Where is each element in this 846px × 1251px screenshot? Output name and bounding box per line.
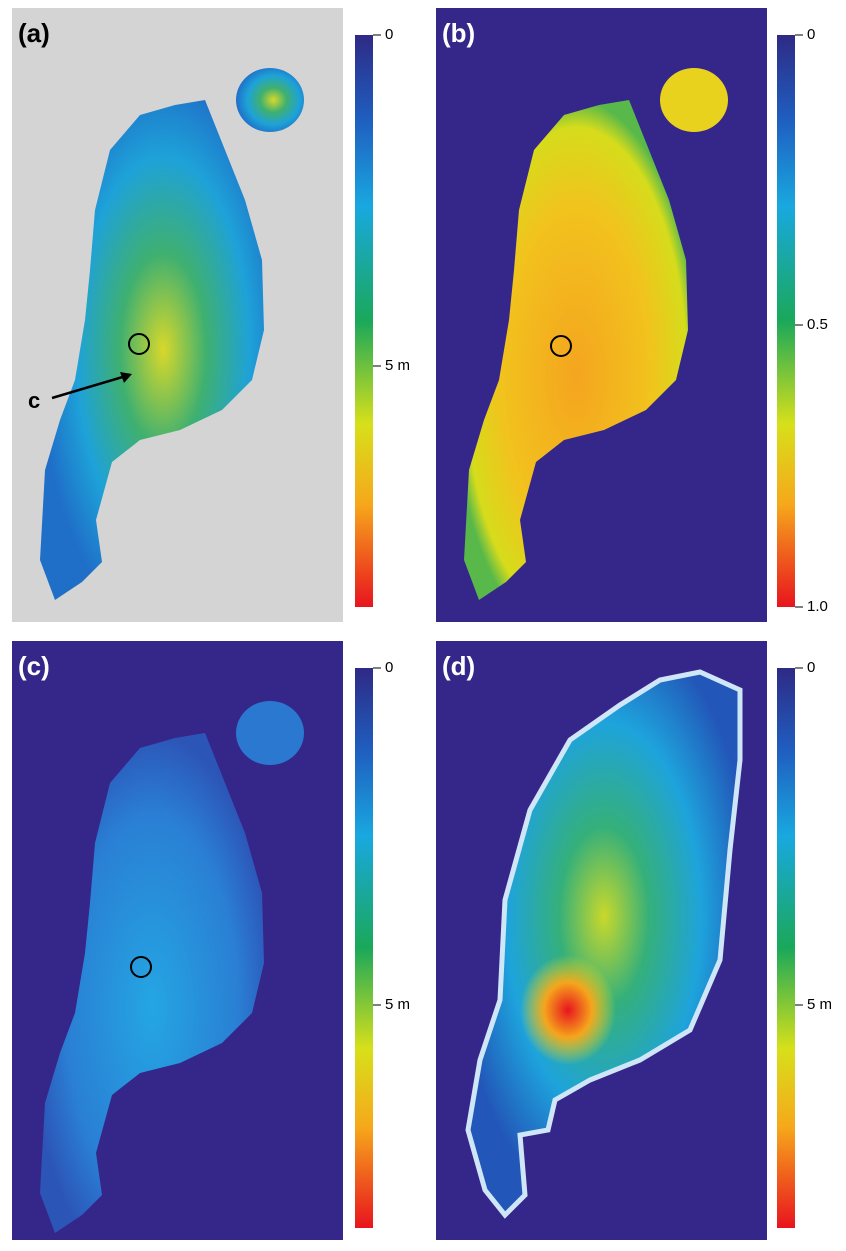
colorbar-tick-label: 5 m bbox=[385, 996, 410, 1013]
hot-spot bbox=[520, 955, 616, 1065]
colorbar-tick-label: 0 bbox=[385, 26, 393, 43]
panel-label: (a) bbox=[18, 18, 50, 48]
colorbar-tick-label: 1.0 bbox=[807, 598, 828, 615]
colorbar bbox=[777, 35, 795, 607]
panel-d: (d) 0 5 m bbox=[436, 641, 832, 1240]
colorbar-tick-label: 0 bbox=[807, 659, 815, 676]
colorbar bbox=[777, 668, 795, 1228]
figure: c (a) 0 5 m (b) 0 0.5 1.0 (c) 0 5 m bbox=[0, 0, 846, 1246]
colorbar-tick-label: 0 bbox=[807, 26, 815, 43]
panel-label: (b) bbox=[442, 18, 475, 48]
islet bbox=[660, 68, 728, 132]
panel-a: c (a) 0 5 m bbox=[12, 8, 410, 622]
colorbar-tick-label: 5 m bbox=[385, 357, 410, 374]
panel-label: (d) bbox=[442, 651, 475, 681]
colorbar-tick-label: 0.5 bbox=[807, 316, 828, 333]
islet bbox=[236, 68, 304, 132]
colorbar bbox=[355, 668, 373, 1228]
colorbar bbox=[355, 35, 373, 607]
colorbar-tick-label: 5 m bbox=[807, 996, 832, 1013]
panel-c: (c) 0 5 m bbox=[12, 641, 410, 1240]
page: c (a) 0 5 m (b) 0 0.5 1.0 (c) 0 5 m bbox=[0, 0, 846, 1246]
islet bbox=[236, 701, 304, 765]
colorbar-tick-label: 0 bbox=[385, 659, 393, 676]
panel-label: (c) bbox=[18, 651, 50, 681]
annotation: c bbox=[28, 388, 40, 413]
panel-b: (b) 0 0.5 1.0 bbox=[436, 8, 828, 622]
